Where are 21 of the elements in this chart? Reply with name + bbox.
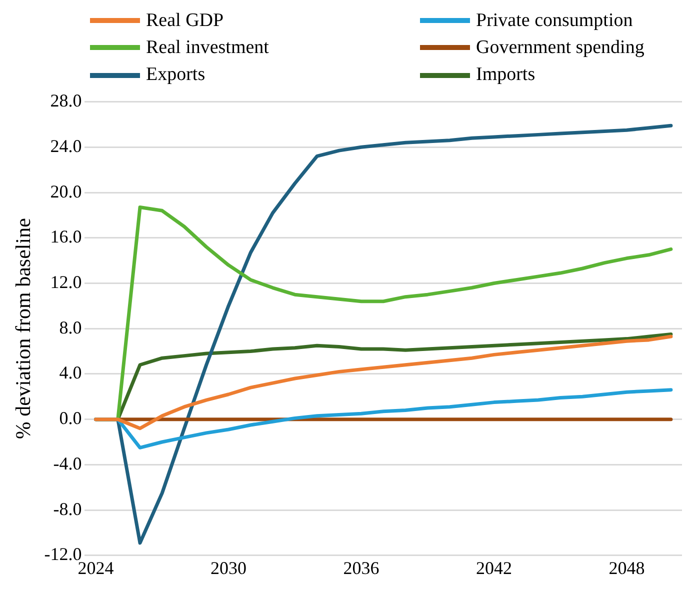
y-tick-label: 12.0 [50,272,82,292]
y-tick-label: -4.0 [53,453,82,474]
y-tick-label: 24.0 [50,136,82,156]
y-tick-label: 0.0 [59,408,82,428]
y-tick-label: -8.0 [53,498,82,519]
x-tick-label: 2042 [476,558,512,578]
y-tick-label: 28.0 [50,90,82,111]
x-tick-label: 2048 [608,558,645,578]
legend-label: Private consumption [476,10,633,32]
y-axis-title: % deviation from baseline [11,218,36,440]
legend-label: Imports [476,64,536,86]
legend-label: Government spending [476,36,644,59]
x-tick-label: 2036 [343,558,380,578]
legend-label: Exports [146,64,206,86]
y-tick-label: 4.0 [59,362,82,383]
x-tick-label: 2030 [210,558,246,578]
legend-label: Real investment [146,36,269,59]
y-tick-label: 20.0 [50,181,82,202]
y-tick-label: 16.0 [50,226,82,247]
y-tick-label: 8.0 [59,317,82,338]
legend-label: Real GDP [146,10,224,32]
